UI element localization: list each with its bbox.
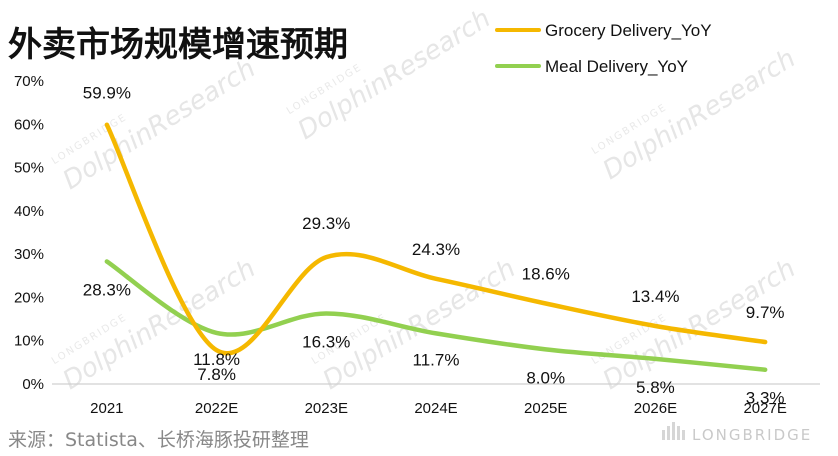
y-axis: 0% 10% 20% 30% 40% 50% 60% 70% [14, 73, 44, 393]
data-label-grocery: 18.6% [522, 264, 570, 283]
data-label-grocery: 59.9% [83, 84, 131, 103]
data-label-grocery: 9.7% [746, 303, 785, 322]
data-label-meal: 11.7% [413, 350, 460, 369]
data-label-meal: 28.3% [83, 281, 131, 300]
data-label-grocery: 13.4% [631, 287, 679, 306]
y-tick-label: 50% [14, 160, 44, 177]
watermark-text: DolphinResearch [58, 53, 261, 195]
legend-label-meal: Meal Delivery_YoY [545, 57, 688, 76]
data-label-grocery: 24.3% [412, 240, 460, 259]
y-tick-label: 40% [14, 203, 44, 220]
x-tick-label: 2023E [305, 400, 348, 417]
x-tick-label: 2026E [634, 400, 677, 417]
y-tick-label: 20% [14, 289, 44, 306]
x-axis: 2021 2022E 2023E 2024E 2025E 2026E 2027E [52, 383, 820, 417]
chart-legend: Grocery Delivery_YoY Meal Delivery_YoY [495, 21, 712, 76]
y-tick-label: 60% [14, 116, 44, 133]
data-label-grocery: 29.3% [302, 214, 350, 233]
data-label-grocery: 7.8% [197, 365, 236, 384]
data-label-meal: 3.3% [746, 389, 785, 408]
data-label-meal: 16.3% [302, 332, 350, 351]
y-tick-label: 0% [22, 376, 44, 393]
x-tick-label: 2022E [195, 400, 238, 417]
source-note: 来源：Statista、长桥海豚投研整理 [8, 429, 309, 451]
legend-label-grocery: Grocery Delivery_YoY [545, 21, 712, 40]
x-tick-label: 2027E [743, 400, 786, 417]
series-line-grocery [104, 122, 768, 356]
chart-title: 外卖市场规模增速预期 [8, 25, 348, 65]
y-tick-label: 30% [14, 246, 44, 263]
series-layer [104, 122, 768, 372]
x-tick-label: 2024E [414, 400, 457, 417]
x-tick-label: 2021 [90, 400, 123, 417]
x-tick-label: 2025E [524, 400, 567, 417]
y-tick-label: 70% [14, 73, 44, 90]
data-label-meal: 5.8% [636, 378, 675, 397]
watermark-text: DolphinResearch [598, 253, 801, 395]
data-labels-layer: 59.9% 7.8% 29.3% 24.3% 18.6% 13.4% 9.7% 28.3% 11… [83, 84, 785, 408]
y-tick-label: 10% [14, 333, 44, 350]
brand-text: LONGBRIDGE [692, 426, 812, 444]
longbridge-logo: LONGBRIDGE [662, 422, 812, 444]
series-line-meal [104, 259, 768, 372]
data-label-meal: 11.8% [193, 350, 240, 369]
data-label-meal: 8.0% [526, 368, 565, 387]
